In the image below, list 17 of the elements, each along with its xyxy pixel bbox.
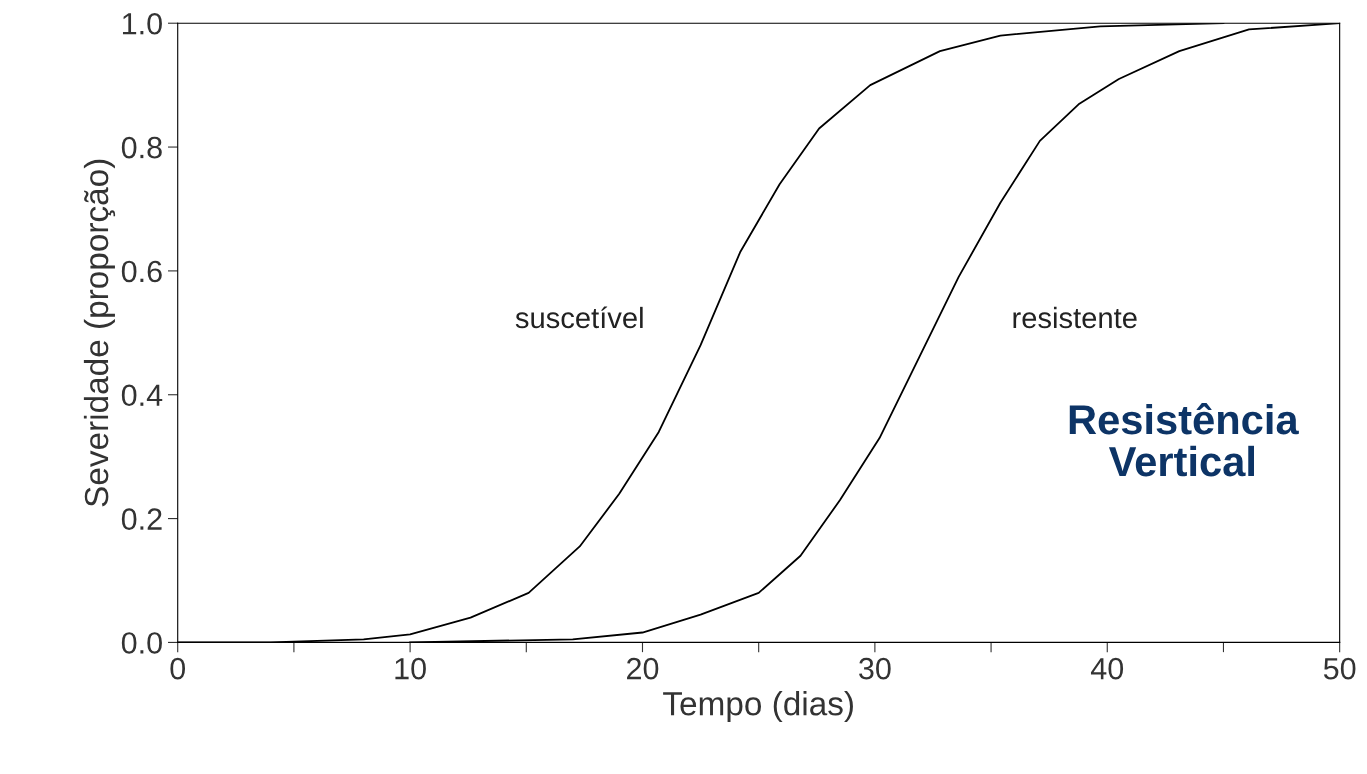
y-tick-label: 0.6 bbox=[121, 260, 162, 283]
annotation: Resistência Vertical bbox=[1069, 403, 1299, 477]
x-tick-label: 10 bbox=[395, 657, 426, 680]
y-tick-label: 0.8 bbox=[121, 136, 162, 159]
annotation: suscetível bbox=[515, 306, 643, 329]
y-tick-label: 0.0 bbox=[121, 632, 162, 654]
x-tick-label: 40 bbox=[1090, 657, 1124, 680]
annotation: resistente bbox=[1013, 306, 1137, 329]
x-axis-title: Tempo (dias) bbox=[663, 691, 853, 723]
x-tick-label: 20 bbox=[627, 657, 659, 680]
y-axis-title: Severidade (proporção) bbox=[83, 159, 116, 507]
x-tick-label: 0 bbox=[170, 657, 186, 680]
x-tick-label: 30 bbox=[859, 657, 891, 680]
y-tick-label: 0.4 bbox=[121, 384, 163, 407]
y-tick-label: 1.0 bbox=[122, 12, 162, 35]
x-tick-label: 50 bbox=[1323, 657, 1356, 680]
y-tick-label: 0.2 bbox=[121, 508, 162, 530]
